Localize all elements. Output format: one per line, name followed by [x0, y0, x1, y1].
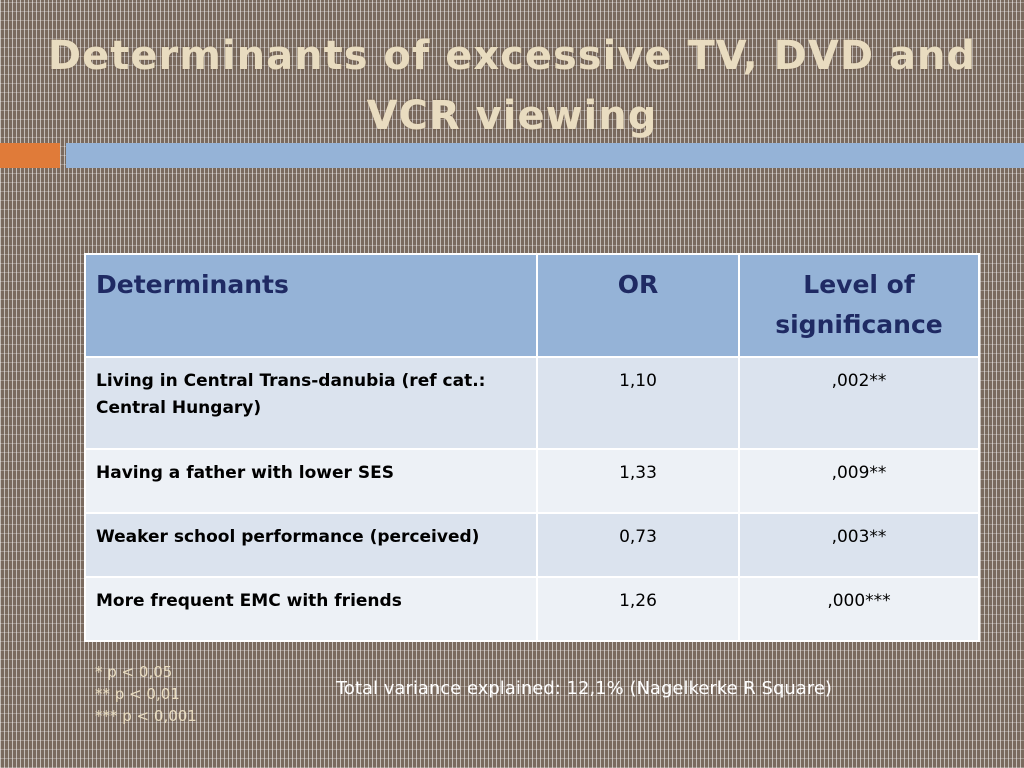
table-header-row: Determinants OR Level of significance	[84, 253, 980, 358]
accent-bar-orange	[0, 143, 60, 168]
table-row: Having a father with lower SES 1,33 ,009…	[84, 448, 980, 514]
header-determinants: Determinants	[84, 253, 538, 358]
slide-title: Determinants of excessive TV, DVD and VC…	[47, 33, 977, 139]
footnote-p01: ** p < 0,01	[95, 685, 180, 703]
table-row: More frequent EMC with friends 1,26 ,000…	[84, 576, 980, 642]
significance-cell: ,000***	[738, 576, 980, 642]
determinants-table: Determinants OR Level of significance Li…	[84, 253, 980, 642]
or-cell: 0,73	[536, 512, 740, 578]
or-cell: 1,33	[536, 448, 740, 514]
determinant-cell: Living in Central Trans-danubia (ref cat…	[84, 356, 538, 450]
significance-cell: ,009**	[738, 448, 980, 514]
or-cell: 1,10	[536, 356, 740, 450]
table-row: Living in Central Trans-danubia (ref cat…	[84, 356, 980, 450]
footnote-p05: * p < 0,05	[95, 663, 173, 681]
determinant-cell: Weaker school performance (perceived)	[84, 512, 538, 578]
significance-cell: ,002**	[738, 356, 980, 450]
footnote-p001: *** p < 0,001	[95, 707, 197, 725]
table-row: Weaker school performance (perceived) 0,…	[84, 512, 980, 578]
or-cell: 1,26	[536, 576, 740, 642]
header-or: OR	[536, 253, 740, 358]
variance-note: Total variance explained: 12,1% (Nagelke…	[336, 678, 832, 699]
determinant-cell: Having a father with lower SES	[84, 448, 538, 514]
header-significance: Level of significance	[738, 253, 980, 358]
determinant-cell: More frequent EMC with friends	[84, 576, 538, 642]
significance-cell: ,003**	[738, 512, 980, 578]
significance-footnotes: * p < 0,05 ** p < 0,01 *** p < 0,001	[95, 661, 197, 727]
accent-bar-blue	[66, 143, 1024, 168]
